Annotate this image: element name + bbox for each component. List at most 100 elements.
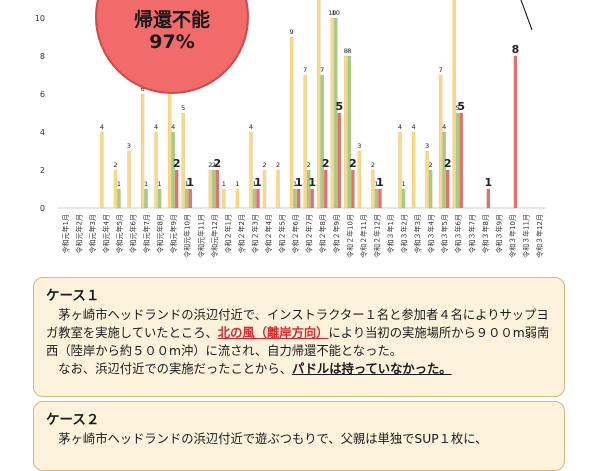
case1-box: ケース１ 茅ヶ崎市ヘッドランドの浜辺付近で、インストラクター１名と参加者４名によ… [33,277,565,397]
bar-yellow [262,169,267,209]
x-tick-label: 令和２年3月 [250,214,259,253]
data-label-red: 2 [444,157,452,170]
x-tick-label: 令和元年7月 [142,214,151,253]
bar-yellow [249,131,253,209]
data-label-green: 1 [293,180,297,188]
data-label-yellow: 7 [439,66,443,74]
data-label-green: 1 [117,180,121,188]
x-tick-label: 令和元年6月 [129,214,138,253]
data-label-green: 1 [401,180,405,188]
bar-yellow [167,93,172,209]
bar-green [252,188,257,209]
data-label-yellow: 3 [357,142,361,150]
bar-green [401,188,406,209]
data-label-green: 5 [456,104,460,112]
x-tick-label: 令和３年4月 [427,214,436,253]
data-label-green: 2 [212,161,216,169]
bar-green [442,131,446,209]
data-label-red: 5 [335,100,343,113]
bar-red [188,188,192,209]
bar-green [455,112,460,209]
bar-yellow [181,112,185,209]
x-tick-label: 令和３年9月 [494,214,503,253]
data-label-red: 1 [186,176,194,189]
data-label-red: 2 [173,157,181,170]
y-tick-label: 4 [40,128,45,137]
bar-green [428,169,433,209]
bar-red [296,188,301,209]
case1-body: 茅ヶ崎市ヘッドランドの浜辺付近で、インストラクター１名と参加者４名によりサップヨ… [46,306,552,378]
bar-yellow [127,150,131,209]
x-tick-label: 令和元年8月 [156,214,165,253]
bar-red [215,169,220,209]
x-tick-label: 令和２年12月 [372,214,381,258]
data-label-green: 8 [347,47,351,55]
data-label-yellow: 2 [208,161,212,169]
x-tick-label: 令和３年1月 [386,214,395,253]
x-tick-label: 令和元年9月 [169,214,178,253]
case1-title: ケース１ [46,288,100,304]
bar-green [320,74,324,209]
data-label-yellow: 2 [276,161,280,169]
data-label-yellow: 7 [303,66,307,74]
bar-green [157,188,162,209]
data-label-red: 1 [376,176,384,189]
x-tick-label: 令和元年4月 [101,214,110,253]
x-tick-label: 令和元年5月 [115,214,124,253]
y-tick-label: 0 [40,204,45,213]
x-tick-label: 令和元年2月 [74,214,83,253]
x-tick-label: 令和元年1月 [61,214,70,253]
data-label-yellow: 3 [127,142,131,150]
x-tick-label: 令和３年2月 [400,214,409,253]
bar-red [337,112,342,209]
bar-yellow [316,0,321,209]
data-label-green: 4 [171,123,175,131]
bar-green [144,188,148,209]
bar-yellow [289,36,294,209]
bar-yellow [411,131,416,209]
x-tick-label: 令和３年3月 [413,214,422,253]
data-label-red: 1 [254,176,262,189]
x-tick-label: 令和２年4月 [264,214,273,253]
y-tick-label: 10 [35,14,45,23]
y-tick-label: 8 [40,52,45,61]
case1-paragraph1: 茅ヶ崎市ヘッドランドの浜辺付近で、インストラクター１名と参加者４名によりサップヨ… [46,306,552,360]
data-label-green: 1 [144,180,148,188]
data-label-red: 5 [457,100,465,113]
data-label-green: 7 [320,66,324,74]
data-label-green: 10 [332,9,340,17]
bar-red [445,169,450,209]
badge-line1: 帰還不能 [133,9,210,31]
bar-yellow [452,0,456,209]
data-label-yellow: 4 [398,123,402,131]
bar-red [256,188,260,209]
bar-yellow [100,131,104,209]
data-label-yellow: 8 [344,47,348,55]
bar-red [310,188,314,209]
bar-green [306,169,311,209]
data-label-red: 2 [322,157,330,170]
bar-green [334,17,338,209]
bar-yellow [371,169,375,209]
data-label-green: 1 [185,180,189,188]
data-label-green: 1 [158,180,162,188]
x-tick-label: 令和元年11月 [196,214,205,258]
case1-text-a: 茅ヶ崎市ヘッドランドの浜辺付近で、インストラクター１名と参加者４名によりサップヨ… [46,308,549,340]
bar-green [212,169,216,209]
bar-green [293,188,297,209]
case2-paragraph1: 茅ヶ崎市ヘッドランドの浜辺付近で遊ぶつもりで、父親は単独でSUP１枚に、 [58,432,488,446]
bar-yellow [303,74,307,209]
data-label-yellow: 4 [154,123,158,131]
case1-note-text: なお、浜辺付近での実施だったことから、 [58,362,292,376]
bar-yellow [398,131,402,209]
bar-red [174,169,179,209]
x-tick-label: 令和２年5月 [278,214,287,253]
data-label-yellow: 4 [100,123,104,131]
case2-box: ケース２ 茅ヶ崎市ヘッドランドの浜辺付近で遊ぶつもりで、父親は単独でSUP１枚に… [33,401,565,471]
bar-green [374,188,379,209]
data-label-yellow: 1 [235,180,239,188]
bar-yellow [438,74,443,209]
bar-red [513,55,518,209]
x-tick-label: 令和２年8月 [318,214,327,253]
x-tick-label: 令和２年11月 [359,214,368,258]
